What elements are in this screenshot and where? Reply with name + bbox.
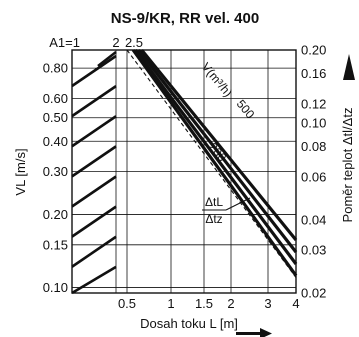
top-x-tick-label: 2.5 xyxy=(125,35,143,50)
x-tick-label: 0.5 xyxy=(118,296,136,311)
hatch-line xyxy=(71,54,117,88)
right-y-tick-label: 0.04 xyxy=(301,212,326,227)
x-tick-label: 2 xyxy=(227,296,234,311)
left-y-axis-title: VL [m/s] xyxy=(13,148,28,195)
plot-frame xyxy=(71,49,297,294)
left-y-tick-label: 0.20 xyxy=(43,207,68,222)
ratio-denominator: Δtz xyxy=(205,212,222,226)
right-y-tick-label: 0.03 xyxy=(301,243,326,258)
hatch-line xyxy=(71,145,117,178)
right-y-tick-label: 0.16 xyxy=(301,66,326,81)
tick-labels: 0.80 0.60 0.50 0.40 0.30 0.20 0.15 0.10 0.20 0.16… xyxy=(43,35,327,311)
right-y-tick-label: 0.20 xyxy=(301,43,326,58)
velocity-lines xyxy=(126,48,298,278)
left-y-tick-label: 0.40 xyxy=(43,134,68,149)
velocity-line xyxy=(131,49,298,277)
x-axis-arrow xyxy=(236,328,272,337)
temperature-ratio-label: ΔtL Δtz xyxy=(202,195,251,226)
hatch-line xyxy=(71,265,117,295)
left-y-tick-label: 0.50 xyxy=(43,110,68,125)
hatch-line xyxy=(71,175,117,208)
velocity-line xyxy=(140,48,298,242)
left-y-tick-label: 0.10 xyxy=(43,280,68,295)
x-tick-label: 3 xyxy=(264,296,271,311)
velocity-line xyxy=(134,49,298,265)
right-y-tick-label: 0.06 xyxy=(301,170,326,185)
hatch-line xyxy=(71,85,117,118)
right-y-tick-label: 0.02 xyxy=(301,286,326,301)
left-y-tick-label: 0.80 xyxy=(43,61,68,76)
velocity-line xyxy=(137,49,298,254)
x-tick-label: 1 xyxy=(167,296,174,311)
right-y-axis-title: Poměr teplot Δtl/Δtz xyxy=(340,108,355,223)
left-y-tick-label: 0.15 xyxy=(43,237,68,252)
top-x-tick-label: 2 xyxy=(112,35,119,50)
top-x-tick-label: A1=1 xyxy=(49,35,80,50)
hatch-line xyxy=(71,115,117,148)
right-y-tick-label: 0.10 xyxy=(301,116,326,131)
right-y-tick-label: 0.08 xyxy=(301,139,326,154)
chart-title: NS-9/KR, RR vel. 400 xyxy=(111,10,259,27)
ratio-numerator: ΔtL xyxy=(205,195,223,209)
ratio-leader-line xyxy=(225,197,251,211)
left-y-tick-label: 0.60 xyxy=(43,91,68,106)
right-y-tick-label: 0.12 xyxy=(301,96,326,111)
left-y-tick-label: 0.30 xyxy=(43,164,68,179)
hatch-line xyxy=(71,235,117,268)
x-tick-label: 4 xyxy=(292,296,299,311)
hatch-area xyxy=(71,50,117,295)
x-axis-title: Dosah toku L [m] xyxy=(140,316,238,331)
temperature-ratio-line xyxy=(126,49,297,278)
hatch-line xyxy=(97,50,117,68)
hatch-line xyxy=(71,205,117,238)
grid xyxy=(72,50,296,293)
x-tick-label: 1.5 xyxy=(195,296,213,311)
right-y-axis-arrow xyxy=(343,54,355,80)
